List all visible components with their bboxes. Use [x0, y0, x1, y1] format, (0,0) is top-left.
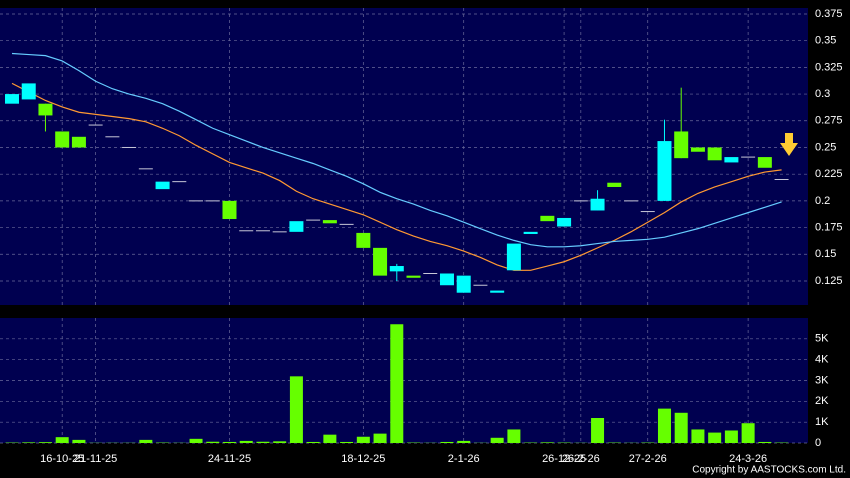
volume-tick-label: 5K — [815, 333, 829, 345]
x-tick-label: 26-2-26 — [562, 453, 600, 465]
y-tick-label: 0.325 — [815, 61, 843, 73]
candle-body — [21, 83, 36, 100]
moving-average — [11, 52, 782, 248]
candle-body — [356, 232, 371, 248]
candle-body — [657, 141, 672, 201]
volume-bar — [440, 441, 454, 443]
volume-bar — [758, 441, 772, 443]
candle-body — [71, 136, 86, 148]
volume-tick-label: 2K — [815, 395, 829, 407]
volume-bar — [38, 442, 52, 443]
volume-bar — [591, 418, 605, 443]
volume-bar — [674, 412, 688, 443]
x-tick-label: 26-12-25 — [542, 453, 586, 465]
volume-bar — [239, 440, 253, 443]
y-tick-label: 0.125 — [815, 275, 843, 287]
y-tick-label: 0.3 — [815, 88, 830, 100]
candle-body — [490, 290, 505, 293]
y-tick-label: 0.25 — [815, 141, 836, 153]
volume-bar — [222, 441, 236, 443]
candle-body — [707, 147, 722, 161]
x-tick-label: 16-10-25 — [40, 453, 84, 465]
x-tick-label: 18-12-25 — [341, 453, 385, 465]
volume-bar — [139, 439, 153, 443]
volume-bar — [289, 376, 303, 443]
candle-body — [506, 243, 521, 271]
volume-tick-label: 3K — [815, 374, 829, 386]
volume-bar — [657, 408, 671, 443]
x-tick-label: 27-2-26 — [629, 453, 667, 465]
y-tick-label: 0.275 — [815, 115, 843, 127]
candle-body — [155, 181, 170, 190]
y-tick-label: 0.225 — [815, 168, 843, 180]
candle-body — [439, 273, 454, 286]
candle-body — [757, 157, 772, 168]
x-tick-label: 24-11-25 — [208, 453, 251, 465]
volume-bar — [507, 429, 521, 443]
candle-body — [406, 275, 421, 278]
volume-bar — [457, 440, 471, 443]
candle-body — [540, 215, 555, 222]
volume-bar — [256, 441, 270, 443]
volume-tick-label: 1K — [815, 416, 829, 428]
candle-body — [289, 221, 304, 232]
volume-bar — [490, 437, 504, 443]
candle-body — [55, 131, 70, 148]
volume-bar — [306, 441, 320, 443]
candle-body — [674, 131, 689, 159]
volume-bar — [741, 423, 755, 443]
price-panel — [0, 8, 808, 305]
x-tick-label: 2-1-26 — [448, 453, 480, 465]
volume-bar — [206, 441, 220, 443]
volume-bar — [356, 436, 370, 443]
y-tick-label: 0.35 — [815, 35, 836, 47]
x-tick-label: 21-11-25 — [74, 453, 117, 465]
candle-body — [38, 103, 53, 116]
volume-bar — [72, 439, 86, 443]
y-tick-label: 0.375 — [815, 8, 843, 20]
volume-bar — [540, 442, 554, 443]
layer: 0.125 0.15 0.175 0.2 0.225 0.25 0.275 0.3 0.325 0… — [0, 8, 843, 465]
candle-body — [590, 198, 605, 211]
candle-body — [557, 217, 572, 227]
volume-bar — [323, 434, 337, 443]
candle-body — [389, 266, 404, 272]
candle-body — [523, 231, 538, 234]
volume-bar — [390, 324, 404, 443]
volume-bar — [724, 430, 738, 443]
volume-tick-label: 4K — [815, 354, 829, 366]
signal-arrow — [780, 133, 798, 156]
copyright: Copyright by AASTOCKS.com Ltd. — [692, 465, 846, 476]
moving-average — [11, 82, 782, 271]
candle-body — [607, 182, 622, 187]
volume-bar — [708, 432, 722, 443]
volume-tick-label: 0 — [815, 437, 821, 449]
volume-bar — [373, 433, 387, 443]
volume-bar — [691, 429, 705, 443]
y-tick-label: 0.15 — [815, 248, 836, 260]
candle-body — [690, 147, 705, 152]
volume-bar — [22, 442, 36, 443]
candle-body — [373, 247, 388, 276]
x-tick-label: 24-3-26 — [729, 453, 767, 465]
candle-body — [724, 157, 739, 163]
y-tick-label: 0.2 — [815, 195, 830, 207]
volume-bar — [273, 441, 287, 443]
volume-bar — [55, 437, 69, 443]
candle-body — [5, 94, 19, 104]
candle-body — [322, 220, 337, 224]
y-tick-label: 0.175 — [815, 221, 843, 233]
candle-body — [456, 275, 471, 293]
candle-body — [222, 200, 237, 220]
volume-bar — [189, 438, 203, 443]
volume-bar — [340, 441, 354, 443]
